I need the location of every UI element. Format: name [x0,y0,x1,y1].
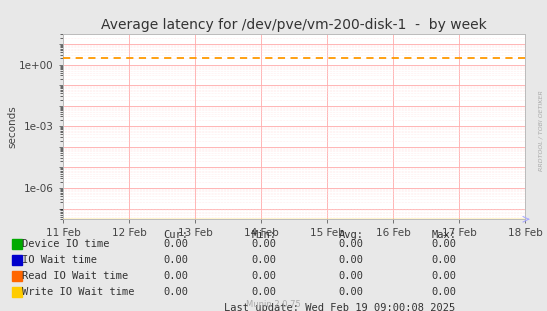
Text: 0.00: 0.00 [164,239,189,249]
Text: Max:: Max: [432,230,457,240]
Text: Cur:: Cur: [164,230,189,240]
Text: 0.00: 0.00 [432,239,457,249]
Y-axis label: seconds: seconds [8,105,18,148]
Text: 0.00: 0.00 [432,287,457,297]
Text: 0.00: 0.00 [339,271,364,281]
Text: 0.00: 0.00 [251,287,276,297]
Title: Average latency for /dev/pve/vm-200-disk-1  -  by week: Average latency for /dev/pve/vm-200-disk… [101,18,487,32]
Text: 0.00: 0.00 [339,287,364,297]
Text: 0.00: 0.00 [164,271,189,281]
Text: Munin 2.0.75: Munin 2.0.75 [246,300,301,309]
Text: Write IO Wait time: Write IO Wait time [22,287,135,297]
Text: IO Wait time: IO Wait time [22,255,97,265]
Text: 0.00: 0.00 [251,255,276,265]
Text: 0.00: 0.00 [432,255,457,265]
Text: Min:: Min: [251,230,276,240]
Text: 0.00: 0.00 [251,239,276,249]
Text: 0.00: 0.00 [164,287,189,297]
Text: 0.00: 0.00 [432,271,457,281]
Text: 0.00: 0.00 [339,239,364,249]
Text: 0.00: 0.00 [339,255,364,265]
Text: RRDTOOL / TOBI OETIKER: RRDTOOL / TOBI OETIKER [538,90,543,171]
Text: Avg:: Avg: [339,230,364,240]
Text: Last update: Wed Feb 19 09:00:08 2025: Last update: Wed Feb 19 09:00:08 2025 [224,303,455,311]
Text: 0.00: 0.00 [164,255,189,265]
Text: Read IO Wait time: Read IO Wait time [22,271,128,281]
Text: Device IO time: Device IO time [22,239,109,249]
Text: 0.00: 0.00 [251,271,276,281]
